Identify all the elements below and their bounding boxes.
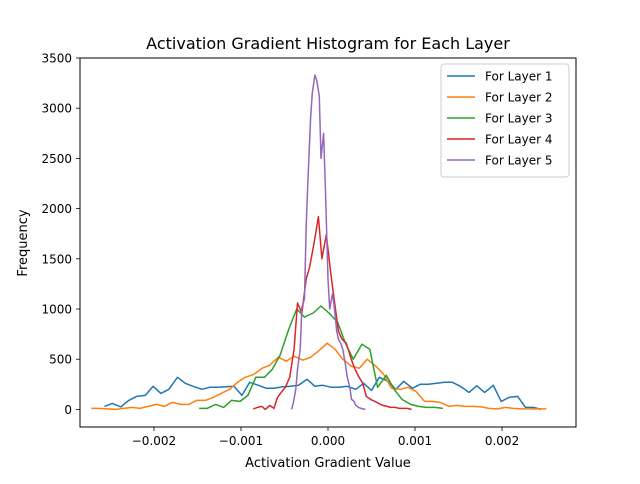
x-tick-label: −0.002: [132, 434, 176, 448]
y-axis-ticks: 0 500 1000 1500 2000 2500 3000 3500: [41, 52, 80, 417]
series-layer: [91, 74, 547, 411]
y-tick-label: 2000: [41, 202, 72, 216]
y-tick-label: 0: [64, 403, 72, 417]
legend-label: For Layer 5: [485, 154, 552, 168]
legend: For Layer 1 For Layer 2 For Layer 3 For Lay…: [440, 63, 570, 178]
series-line-layer-4: [252, 215, 412, 411]
legend-label: For Layer 3: [485, 112, 552, 126]
series-line-layer-3: [199, 305, 443, 410]
y-axis-label: Frequency: [16, 209, 31, 276]
chart-title: Activation Gradient Histogram for Each L…: [146, 34, 510, 53]
y-tick-label: 3500: [41, 52, 72, 66]
legend-label: For Layer 4: [485, 133, 552, 147]
x-tick-label: 0.000: [311, 434, 345, 448]
series-line-layer-1: [104, 376, 542, 411]
y-tick-label: 3000: [41, 102, 72, 116]
x-tick-label: 0.002: [485, 434, 519, 448]
x-tick-label: −0.001: [219, 434, 263, 448]
y-tick-label: 1500: [41, 252, 72, 266]
legend-box: [440, 63, 570, 178]
series-line-layer-5: [290, 74, 366, 411]
y-tick-label: 2500: [41, 152, 72, 166]
x-axis-label: Activation Gradient Value: [245, 456, 411, 471]
legend-label: For Layer 1: [485, 70, 552, 84]
legend-label: For Layer 2: [485, 91, 552, 105]
y-tick-label: 1000: [41, 303, 72, 317]
series-line-layer-2: [91, 342, 547, 411]
x-tick-label: 0.001: [398, 434, 432, 448]
y-tick-label: 500: [49, 353, 72, 367]
x-axis-ticks: −0.002 −0.001 0.000 0.001 0.002: [132, 427, 519, 448]
